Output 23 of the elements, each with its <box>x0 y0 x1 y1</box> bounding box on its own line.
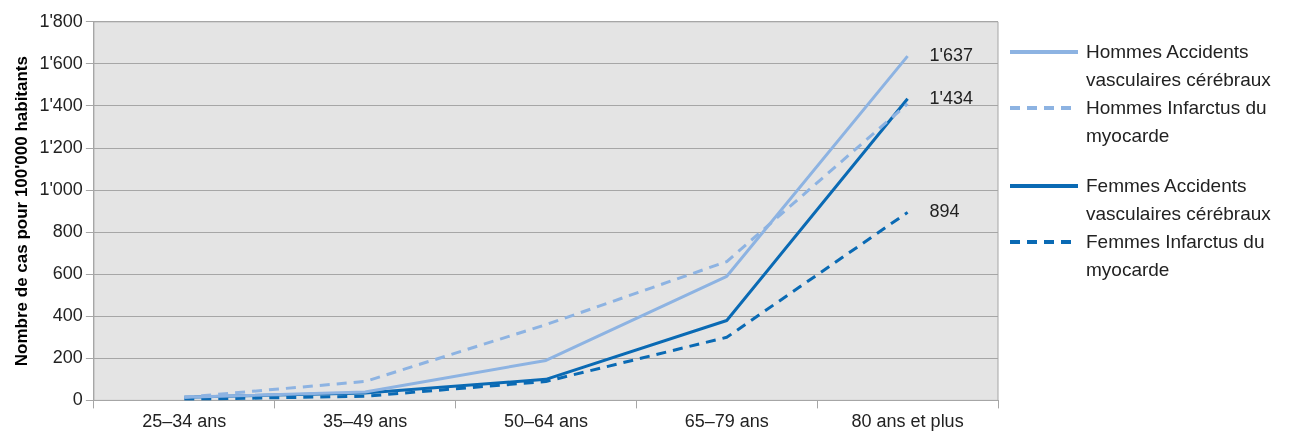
x-tick-label: 50–64 ans <box>503 411 588 432</box>
y-tick-label: 1'600 <box>39 52 83 73</box>
x-tick-label: 35–49 ans <box>323 411 408 432</box>
x-tick-label: 80 ans et plus <box>851 411 964 432</box>
x-tick-label: 25–34 ans <box>142 411 227 432</box>
y-tick-label: 0 <box>72 389 83 410</box>
legend-label: Hommes Infarctus du myocarde <box>1086 96 1268 148</box>
y-tick-label: 600 <box>52 263 83 284</box>
y-axis-title: Nombre de cas pour 100'000 habitants <box>11 56 31 367</box>
y-tick-label: 1'800 <box>39 10 83 31</box>
legend-label: Femmes Accidents vasculaires cérébraux <box>1086 174 1272 226</box>
data-label: 1'434 <box>929 87 974 108</box>
data-label: 1'637 <box>929 45 974 66</box>
y-tick-label: 800 <box>52 221 83 242</box>
legend-label: Femmes Infarctus du myocarde <box>1086 230 1266 282</box>
y-tick-label: 1'400 <box>39 94 83 115</box>
legend-label: Hommes Accidents vasculaires cérébraux <box>1086 40 1272 92</box>
x-tick-label: 65–79 ans <box>684 411 769 432</box>
y-tick-label: 1'200 <box>39 136 83 157</box>
y-tick-label: 1'000 <box>39 179 83 200</box>
y-tick-label: 400 <box>52 305 83 326</box>
data-label: 894 <box>929 201 960 222</box>
y-tick-label: 200 <box>52 347 83 368</box>
